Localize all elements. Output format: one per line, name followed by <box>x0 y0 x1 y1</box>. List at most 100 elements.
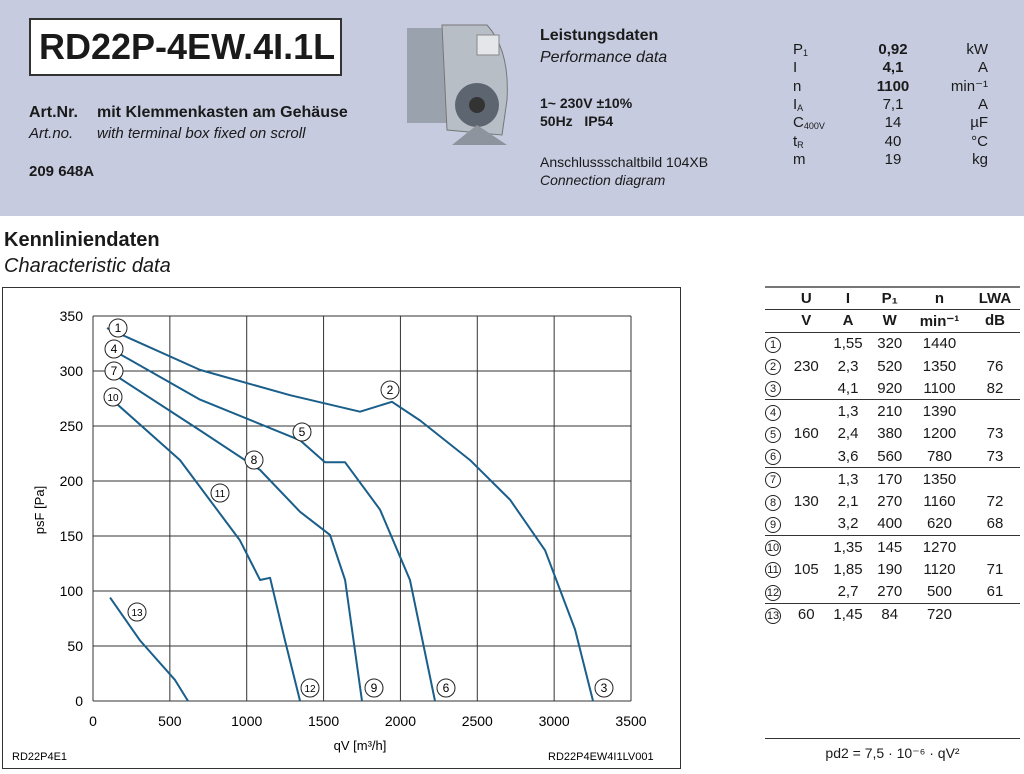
curve-label-circle <box>104 339 124 359</box>
perf-value: 7,1 <box>882 95 904 113</box>
art-nr-desc-en: with terminal box fixed on scroll <box>97 125 306 142</box>
table-cell: 1,3 <box>837 403 859 421</box>
chart-footer-right: RD22P4EW4I1LV001 <box>548 751 654 763</box>
table-cell: 84 <box>881 606 899 624</box>
section-title-de: Kennliniendaten <box>4 229 160 251</box>
art-number: 209 648A <box>29 163 95 180</box>
table-cell: 160 <box>793 425 819 443</box>
curve-label-circle <box>104 361 124 381</box>
table-cell <box>970 603 1020 626</box>
table-cell: 1200 <box>922 425 957 443</box>
table-row: 4 1,3 210 1390 <box>765 399 1020 423</box>
curve-label: 10 <box>107 393 119 404</box>
header-panel: RD22P-4EW.4I.1L Art.Nr. mit Klemmenkaste… <box>0 0 1024 216</box>
perf-value: 4,1 <box>882 59 904 77</box>
perf-unit: kg <box>972 150 988 168</box>
table-cell: 76 <box>986 357 1004 375</box>
x-tick-label: 0 <box>89 713 97 729</box>
table-cell: 73 <box>986 425 1004 443</box>
curve-label-circle <box>300 678 320 698</box>
perf-unit: kW <box>966 41 988 58</box>
curve-label: 6 <box>443 681 450 695</box>
column-header: P₁ <box>881 290 898 308</box>
curve-label-circle <box>364 678 384 698</box>
y-tick-label: 200 <box>60 473 84 489</box>
column-header: U <box>800 290 812 308</box>
table-cell: 3,2 <box>837 515 859 533</box>
characteristic-chart: 0 500 1000 1500 2000 2500 3000 3500 0 50 100 150 200… <box>12 308 654 763</box>
table-cell: 1350 <box>922 470 957 488</box>
x-tick-label: 1000 <box>231 713 262 729</box>
perf-unit: °C <box>971 132 988 150</box>
table-cell: 520 <box>877 357 903 375</box>
table-cell: 1,55 <box>833 335 863 353</box>
table-cell: 230 <box>793 357 819 375</box>
table-cell <box>787 468 826 491</box>
curve-line <box>109 597 189 702</box>
table-cell: 1440 <box>922 335 957 353</box>
y-axis-label: psF [Pa] <box>32 486 47 534</box>
table-cell: 1390 <box>922 403 957 421</box>
x-tick-label: 3000 <box>539 713 570 729</box>
x-tick-label: 3500 <box>615 713 646 729</box>
curve-label: 4 <box>111 342 118 356</box>
table-cell: 105 <box>793 560 819 578</box>
curve-number: 4 <box>765 404 781 421</box>
y-tick-label: 0 <box>75 693 83 709</box>
column-unit: min⁻¹ <box>919 312 960 330</box>
curve-number: 7 <box>765 472 781 489</box>
curve-label-circle <box>436 678 456 698</box>
curve-number: 6 <box>765 449 781 466</box>
table-row: 6 3,6 560 780 73 <box>765 445 1020 468</box>
curve-number: 1 <box>765 336 781 353</box>
perf-symbol: tR <box>793 132 804 150</box>
perf-row: IA 7,1 A <box>793 95 988 115</box>
curve-line <box>106 369 363 702</box>
table-cell <box>787 513 826 536</box>
curve-number: 13 <box>765 607 781 624</box>
curve-number: 10 <box>765 540 781 557</box>
curve-label: 11 <box>215 489 226 500</box>
table-cell: 320 <box>877 335 903 353</box>
table-cell: 1,35 <box>833 538 863 556</box>
connection-de: Anschlussschaltbild 104XB <box>540 154 709 170</box>
table-cell <box>787 332 826 355</box>
perf-symbol: C400V <box>793 114 825 132</box>
table-cell: 560 <box>877 447 903 465</box>
column-header: LWA <box>978 290 1012 308</box>
y-tick-label: 350 <box>60 308 84 324</box>
curve-label-circle <box>292 422 312 442</box>
table-cell: 2,1 <box>837 493 859 511</box>
column-unit: W <box>882 312 897 330</box>
table-cell: 270 <box>877 583 903 601</box>
table-cell: 1,85 <box>833 560 863 578</box>
table-cell: 380 <box>877 425 903 443</box>
curve-number: 5 <box>765 426 781 443</box>
perf-row: m 19 kg <box>793 150 988 170</box>
table-cell: 170 <box>877 470 903 488</box>
perf-value: 14 <box>884 114 902 132</box>
table-cell: 620 <box>926 515 952 533</box>
curve-label: 13 <box>131 608 143 619</box>
curve-number: 12 <box>765 584 781 601</box>
table-cell: 780 <box>926 447 952 465</box>
table-cell: 145 <box>877 538 903 556</box>
table-cell: 73 <box>986 447 1004 465</box>
table-row: 1 1,55 320 1440 <box>765 332 1020 355</box>
perf-symbol: IA <box>793 95 804 113</box>
curve-label-circle <box>380 380 400 400</box>
curve-line <box>106 345 436 702</box>
curve-number: 8 <box>765 494 781 511</box>
curve-number: 9 <box>765 516 781 533</box>
table-cell <box>970 468 1020 491</box>
table-row: 3 4,1 920 1100 82 <box>765 377 1020 400</box>
x-tick-label: 1500 <box>308 713 339 729</box>
curve-label: 12 <box>304 684 316 695</box>
table-cell: 130 <box>793 493 819 511</box>
table-cell <box>787 445 826 468</box>
table-cell <box>970 400 1020 423</box>
formula: pd2 = 7,5 · 10⁻⁶ · qV² <box>765 738 1020 762</box>
table-cell: 4,1 <box>837 379 859 397</box>
table-cell: 210 <box>877 403 903 421</box>
curve-number: 11 <box>765 562 781 579</box>
